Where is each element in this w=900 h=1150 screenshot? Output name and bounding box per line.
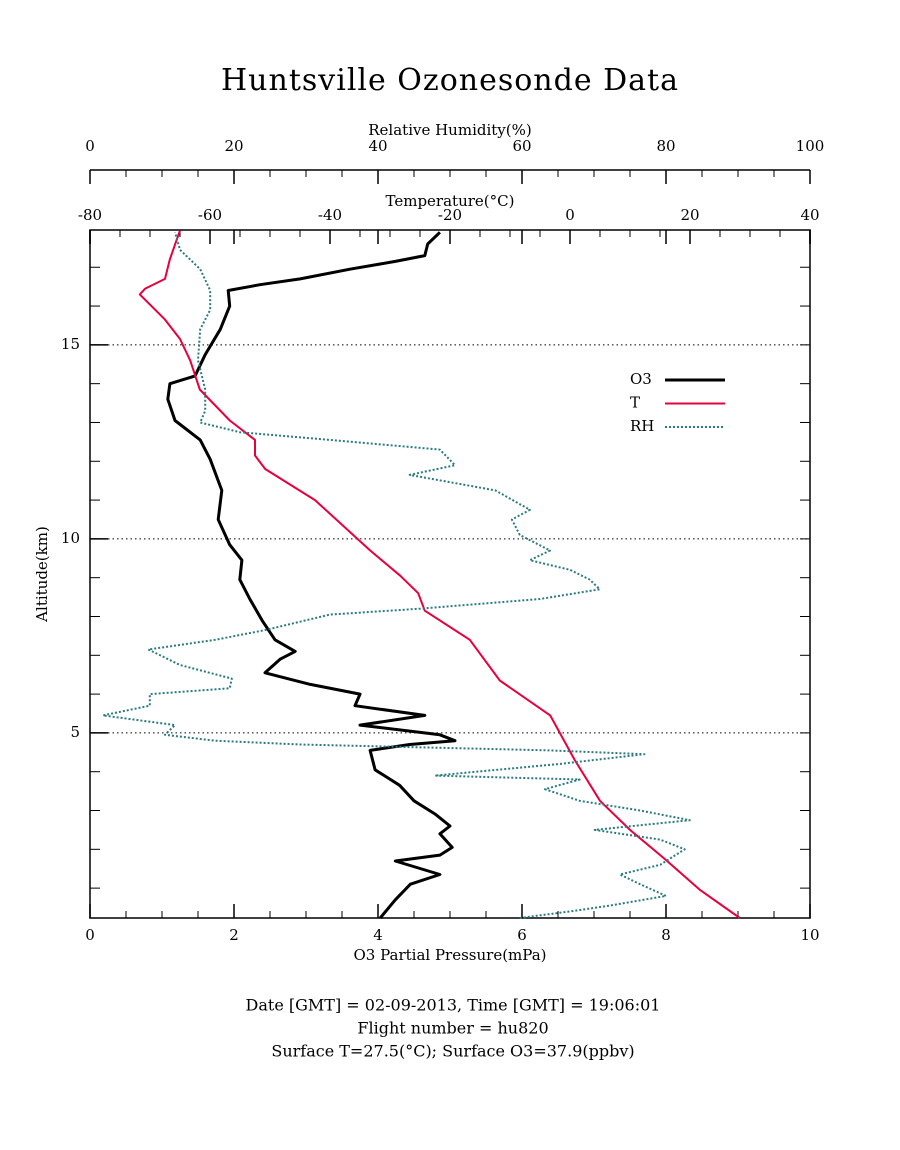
y-tick-label: 5 <box>70 723 80 741</box>
x-tick-label: 80 <box>656 137 675 155</box>
legend-label: O3 <box>630 370 652 388</box>
profile-line <box>166 231 457 919</box>
footer-line: Date [GMT] = 02-09-2013, Time [GMT] = 19… <box>246 996 661 1015</box>
profile-line <box>138 230 741 919</box>
footer-line: Surface T=27.5(°C); Surface O3=37.9(ppbv… <box>271 1042 634 1061</box>
footer-line: Flight number = hu820 <box>357 1019 548 1038</box>
x-tick-label: 2 <box>229 926 239 944</box>
y-tick-label: 15 <box>61 335 80 353</box>
x-tick-label: 100 <box>796 137 825 155</box>
x3-axis-label: Relative Humidity(%) <box>368 121 531 139</box>
x-tick-label: 8 <box>661 926 671 944</box>
x-tick-label: -60 <box>198 206 222 224</box>
x-tick-label: -20 <box>438 206 462 224</box>
x-tick-label: 0 <box>565 206 575 224</box>
x-tick-label: 0 <box>85 137 95 155</box>
x-tick-label: 4 <box>373 926 383 944</box>
x-tick-label: 40 <box>368 137 387 155</box>
y-axis-label: Altitude(km) <box>33 526 51 623</box>
legend-label: RH <box>630 417 654 435</box>
x-tick-label: 6 <box>517 926 527 944</box>
x-tick-label: 20 <box>680 206 699 224</box>
legend-label: T <box>630 394 640 412</box>
x-axis-label: O3 Partial Pressure(mPa) <box>353 946 546 964</box>
profile-line <box>102 232 691 919</box>
x-tick-label: -80 <box>78 206 102 224</box>
chart-title: Huntsville Ozonesonde Data <box>221 63 679 98</box>
x2-axis-label: Temperature(°C) <box>386 192 515 210</box>
x-tick-label: 60 <box>512 137 531 155</box>
plot-frame <box>89 229 811 919</box>
x-tick-label: -40 <box>318 206 342 224</box>
x-tick-label: 20 <box>224 137 243 155</box>
x-tick-label: 40 <box>800 206 819 224</box>
x-tick-label: 0 <box>85 926 95 944</box>
x-tick-label: 10 <box>800 926 819 944</box>
y-tick-label: 10 <box>61 529 80 547</box>
